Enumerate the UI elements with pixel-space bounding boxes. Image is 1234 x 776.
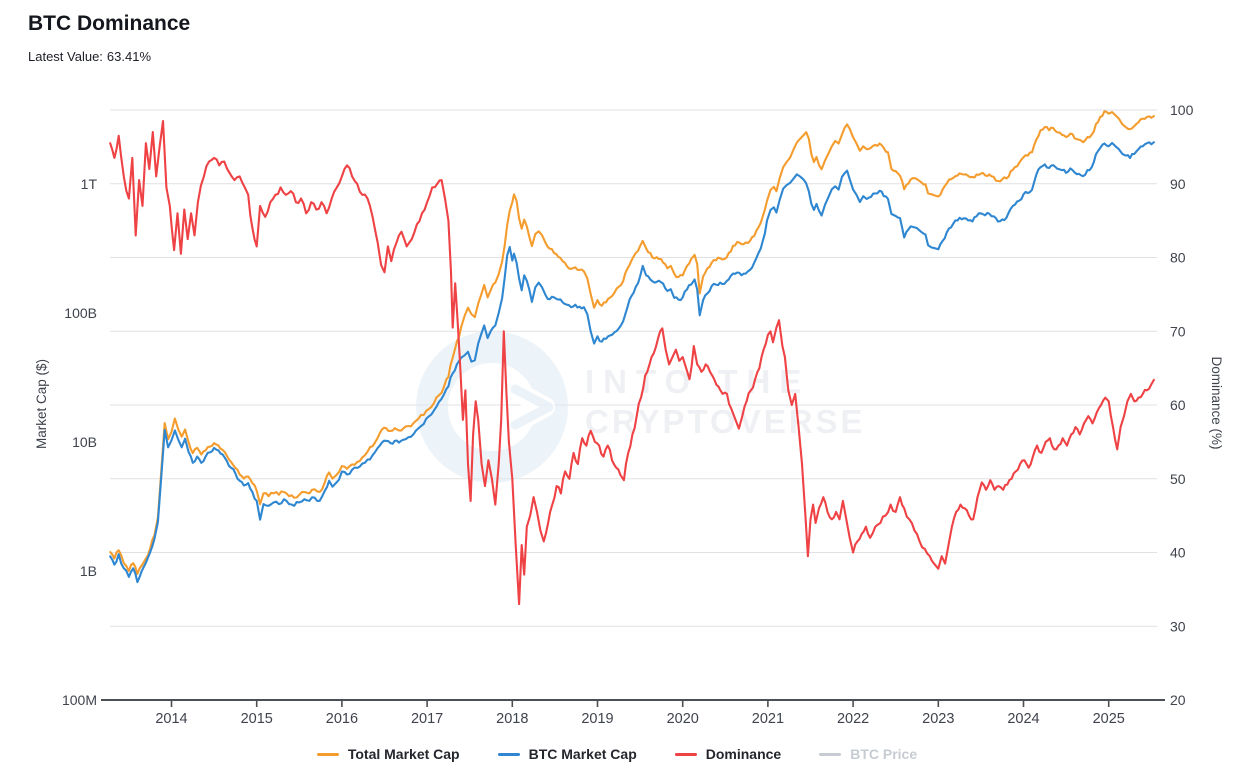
- legend-label: BTC Market Cap: [528, 746, 637, 762]
- latest-value: Latest Value: 63.41%: [28, 49, 151, 64]
- series-lines: [109, 110, 1155, 606]
- x-axis-tick-label: 2023: [922, 711, 954, 727]
- legend-label: Total Market Cap: [347, 746, 460, 762]
- left-axis-tick-label: 100M: [62, 692, 97, 708]
- latest-value-number: 63.41%: [106, 49, 152, 64]
- left-axis-tick-label: 10B: [72, 434, 97, 450]
- left-axis-tick-label: 100B: [64, 305, 97, 321]
- right-axis-tick-label: 70: [1170, 323, 1186, 339]
- btc-market-cap-line-icon: [497, 752, 520, 756]
- x-axis-tick-label: 2020: [667, 711, 699, 727]
- x-axis-tick-label: 2014: [155, 711, 187, 727]
- legend-label: BTC Price: [850, 746, 918, 762]
- right-axis-title: Dominance (%): [1209, 356, 1224, 449]
- watermark-line2: CRYPTOVERSE: [585, 403, 866, 440]
- right-axis-tick-label: 80: [1170, 250, 1186, 266]
- legend-label: Dominance: [705, 746, 782, 762]
- btc-price-line-icon: [819, 752, 842, 756]
- left-axis-title: Market Cap ($): [34, 359, 49, 449]
- legend-item-btc-market-cap[interactable]: BTC Market Cap: [497, 746, 637, 762]
- x-axis-tick-label: 2025: [1093, 711, 1125, 727]
- legend-item-dominance[interactable]: Dominance: [674, 746, 782, 762]
- page-title: BTC Dominance: [28, 12, 191, 35]
- axes: 100 90 80 70 60 50 40 30 20 1T 100B 10B 1B 100M 2014 20…: [62, 102, 1194, 727]
- legend-item-total-market-cap[interactable]: Total Market Cap: [316, 746, 460, 762]
- watermark-line1: INTO THE: [585, 363, 810, 400]
- right-axis-tick-label: 60: [1170, 397, 1186, 413]
- legend: Total Market Cap BTC Market Cap Dominanc…: [0, 746, 1234, 762]
- latest-value-label: Latest Value:: [28, 49, 103, 64]
- x-axis-tick-label: 2019: [581, 711, 613, 727]
- dominance-line-icon: [674, 752, 697, 756]
- total-market-cap-line-icon: [316, 752, 339, 756]
- series-line-total-market-cap: [109, 110, 1155, 575]
- x-axis-tick-label: 2024: [1007, 711, 1039, 727]
- series-line-btc-market-cap: [109, 141, 1155, 584]
- x-axis-tick-label: 2015: [241, 711, 273, 727]
- right-axis-tick-label: 100: [1170, 102, 1194, 118]
- x-axis-tick-label: 2022: [837, 711, 869, 727]
- right-axis-tick-label: 20: [1170, 692, 1186, 708]
- watermark-logo-chevron-icon: [510, 384, 554, 430]
- x-axis-tick-label: 2017: [411, 711, 443, 727]
- left-axis-tick-label: 1B: [80, 563, 97, 579]
- right-axis-tick-label: 50: [1170, 471, 1186, 487]
- watermark: INTO THE CRYPTOVERSE: [416, 331, 866, 483]
- x-axis-tick-label: 2021: [752, 711, 784, 727]
- left-axis-tick-label: 1T: [81, 176, 98, 192]
- right-axis-tick-label: 40: [1170, 545, 1186, 561]
- x-axis-tick-label: 2016: [326, 711, 358, 727]
- right-axis-tick-label: 90: [1170, 176, 1186, 192]
- x-axis-tick-label: 2018: [496, 711, 528, 727]
- series-line-dominance: [109, 120, 1155, 606]
- right-axis-tick-label: 30: [1170, 618, 1186, 634]
- legend-item-btc-price[interactable]: BTC Price: [819, 746, 917, 762]
